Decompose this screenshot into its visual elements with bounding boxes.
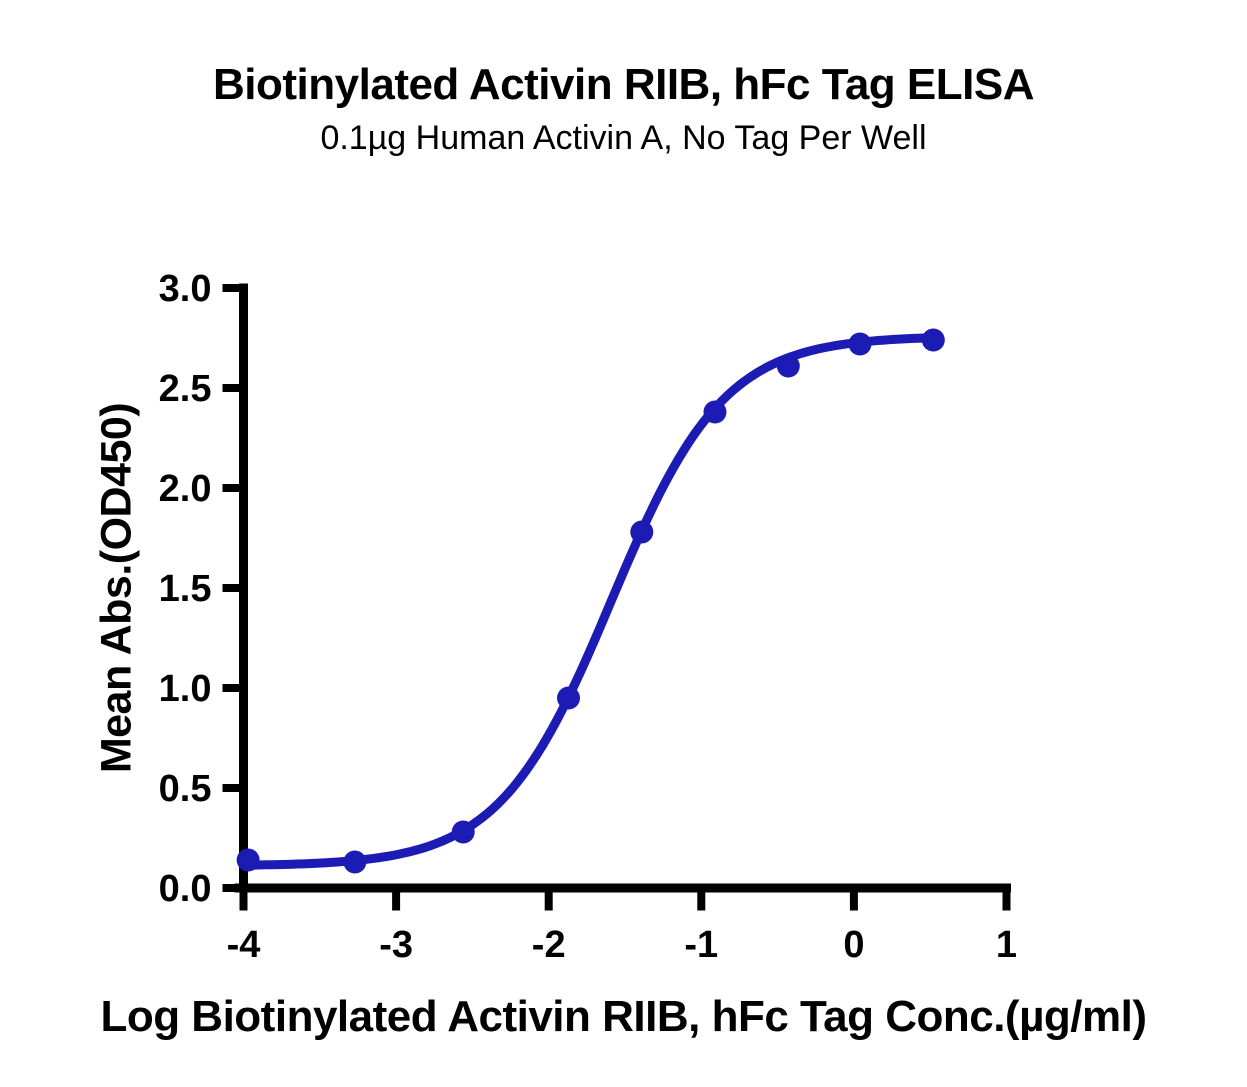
y-tick-label: 1.5 bbox=[159, 568, 212, 610]
y-tick-label: 3.0 bbox=[159, 268, 212, 310]
y-tick-label: 2.0 bbox=[159, 468, 212, 510]
x-axis-title: Log Biotinylated Activin RIIB, hFc Tag C… bbox=[100, 992, 1147, 1041]
x-tick-label: -4 bbox=[227, 924, 261, 966]
data-point bbox=[557, 686, 580, 710]
x-tick-label: 0 bbox=[843, 924, 864, 966]
y-tick-label: 1.0 bbox=[159, 668, 212, 710]
data-point bbox=[236, 848, 260, 872]
data-point bbox=[343, 850, 367, 874]
chart-subtitle: 0.1µg Human Activin A, No Tag Per Well bbox=[320, 119, 927, 157]
y-tick-label: 0.5 bbox=[159, 768, 212, 810]
data-point bbox=[703, 400, 727, 424]
data-point bbox=[776, 354, 800, 378]
data-point bbox=[848, 332, 872, 356]
x-tick-label: -1 bbox=[684, 924, 718, 966]
data-point bbox=[921, 328, 945, 352]
data-point bbox=[451, 820, 475, 844]
y-tick-label: 2.5 bbox=[159, 368, 212, 410]
x-tick-label: -2 bbox=[532, 924, 566, 966]
y-tick-label: 0.0 bbox=[159, 868, 212, 910]
chart-title: Biotinylated Activin RIIB, hFc Tag ELISA bbox=[213, 60, 1034, 109]
x-tick-label: 1 bbox=[996, 924, 1017, 966]
x-tick-label: -3 bbox=[379, 924, 413, 966]
fit-curve bbox=[243, 333, 938, 870]
data-point bbox=[630, 520, 654, 544]
